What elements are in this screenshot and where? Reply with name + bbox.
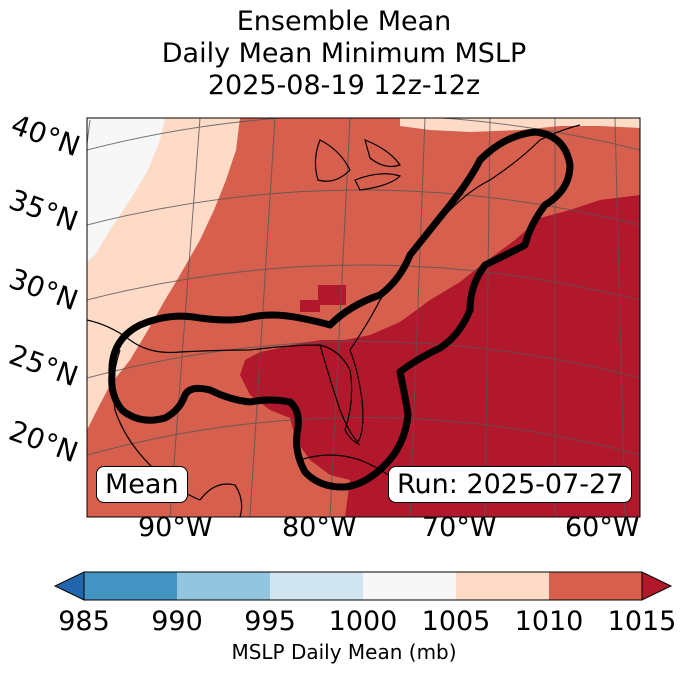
colorbar-tick: 995 [244, 606, 296, 637]
colorbar-tick: 1000 [328, 606, 398, 637]
lake-erie [354, 173, 402, 191]
colorbar-bin-990-995 [177, 572, 270, 600]
lon-label-90w: 90°W [138, 512, 213, 543]
field-above-1015-patch [300, 300, 320, 312]
colorbar-label: MSLP Daily Mean (mb) [231, 640, 457, 664]
title-line-3: 2025-08-19 12z-12z [207, 70, 481, 101]
colorbar-bin-1010-1015 [549, 572, 642, 600]
field-above-1015 [240, 195, 640, 517]
colorbar-tick: 1010 [514, 606, 584, 637]
colorbar-bin-1000-1005 [363, 572, 456, 600]
parallel-30n [87, 264, 640, 301]
parallel-40n [87, 118, 640, 151]
meridian-75w [409, 118, 426, 517]
parallel-25n [87, 341, 640, 379]
colorbar [53, 571, 673, 601]
colorbar-bin-985-990 [84, 572, 177, 600]
map-field [87, 118, 640, 517]
colorbar-frame [83, 571, 643, 601]
field-1000-1005 [87, 118, 165, 262]
florida-peninsula [319, 344, 364, 443]
lon-label-80w: 80°W [282, 512, 357, 543]
colorbar-extend-high [641, 571, 673, 601]
colorbar-bin-995-1000 [270, 572, 363, 600]
colorbar-tick: 1005 [421, 606, 491, 637]
lake-huron [364, 138, 401, 168]
title-line-1: Ensemble Mean [236, 6, 452, 37]
yucatan [199, 483, 243, 517]
colorbar-tick: 1015 [607, 606, 677, 637]
title-line-2: Daily Mean Minimum MSLP [161, 38, 527, 69]
colorbar-extend-low [53, 571, 85, 601]
meridian-60w [614, 118, 626, 517]
mean-label: Mean [96, 466, 188, 503]
field-above-1015-patch [318, 285, 346, 305]
colorbar-tick: 990 [151, 606, 203, 637]
run-date-label: Run: 2025-07-27 [388, 466, 633, 503]
lon-label-60w: 60°W [565, 512, 640, 543]
field-1005-1010-north [400, 118, 640, 132]
colorbar-tick: 985 [58, 606, 110, 637]
colorbar-bin-1005-1010 [456, 572, 549, 600]
meridian-70w [484, 118, 491, 517]
lon-label-70w: 70°W [422, 512, 497, 543]
parallel-20n [87, 417, 640, 456]
contour-outline [108, 128, 574, 491]
gulf-coast [87, 319, 361, 446]
cuba [299, 454, 396, 481]
map-frame [86, 117, 641, 518]
great-lakes [314, 139, 351, 182]
